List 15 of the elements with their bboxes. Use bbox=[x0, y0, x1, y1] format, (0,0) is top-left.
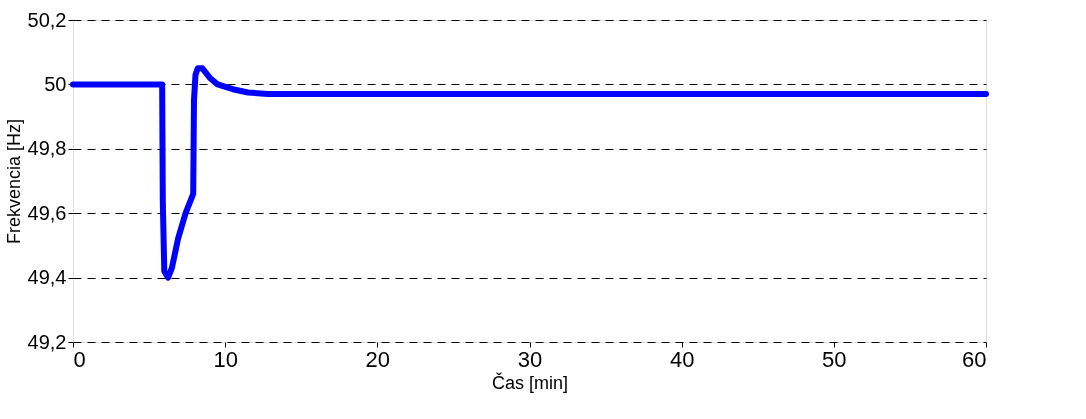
x-tick-label: 10 bbox=[213, 346, 238, 372]
x-axis-title: Čas [min] bbox=[491, 371, 569, 393]
x-tick-label: 60 bbox=[962, 346, 987, 372]
y-tick-label: 49,6 bbox=[27, 201, 67, 224]
y-axis-title: Frekvencia [Hz] bbox=[3, 118, 24, 245]
y-tick-label: 50 bbox=[44, 72, 67, 95]
x-tick-label: 40 bbox=[669, 346, 695, 372]
y-tick-label: 49,8 bbox=[27, 137, 67, 160]
x-tick-label: 20 bbox=[365, 346, 391, 372]
y-tick-label: 49,4 bbox=[27, 266, 67, 289]
x-tick-label: 50 bbox=[822, 346, 847, 372]
x-tick-label: 30 bbox=[517, 346, 543, 372]
y-tick-label: 49,2 bbox=[27, 330, 67, 353]
y-tick-label: 50,2 bbox=[27, 8, 67, 31]
x-tick-label: 0 bbox=[73, 346, 86, 372]
